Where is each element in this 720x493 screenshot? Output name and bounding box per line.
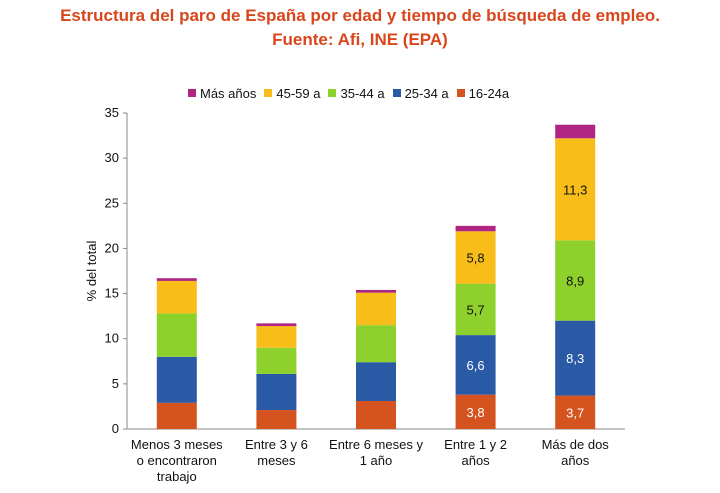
y-tick-label: 30 — [105, 150, 119, 165]
bar-segment — [356, 401, 396, 429]
legend-swatch — [328, 89, 337, 97]
bar-segment — [156, 278, 197, 281]
legend-swatch — [456, 89, 465, 97]
bar-segment — [256, 326, 297, 348]
bar-segment — [356, 292, 396, 326]
x-tick-label: Más de dos años — [542, 437, 610, 468]
x-tick-label: Menos 3 meses o encontraron trabajo — [131, 437, 223, 484]
bar-segment — [256, 323, 297, 327]
bar-segment — [256, 373, 297, 411]
legend-label: 35-44 a — [340, 85, 385, 101]
legend-item: 35-44 a — [328, 85, 385, 101]
bar-segment — [555, 138, 596, 241]
y-tick-label: 35 — [105, 105, 119, 120]
bar-segment — [455, 283, 496, 336]
title-line-1: Estructura del paro de España por edad y… — [60, 6, 660, 25]
bar-segment — [356, 325, 396, 363]
bar-segment — [455, 225, 496, 232]
legend-label: 45-59 a — [276, 85, 321, 101]
x-tick-label: Entre 3 y 6 meses — [245, 437, 308, 468]
bar-segment — [156, 313, 197, 357]
bar-segment — [555, 240, 596, 321]
data-label: 5,8 — [467, 250, 485, 265]
bar-segment — [455, 231, 496, 284]
data-label: 3,8 — [467, 405, 485, 420]
chart-legend: Más años 45-59 a 35-44 a 25-34 a 16-24a — [188, 84, 668, 102]
bar-segment — [455, 335, 496, 395]
legend-label: 16-24a — [468, 85, 510, 101]
title-line-2: Fuente: Afi, INE (EPA) — [272, 30, 448, 49]
x-tick-label: Entre 1 y 2 años — [444, 437, 507, 468]
data-label: 8,3 — [566, 351, 584, 366]
legend-swatch — [188, 89, 196, 97]
y-tick-label: 15 — [105, 286, 119, 301]
y-axis-label: % del total — [84, 241, 99, 302]
legend-item: 45-59 a — [264, 86, 320, 101]
data-label: 3,7 — [566, 405, 584, 420]
bar-segment — [156, 356, 197, 403]
bar-segment — [555, 320, 596, 396]
legend-item: Más años — [188, 86, 256, 101]
y-tick-label: 0 — [112, 421, 119, 436]
y-tick-label: 10 — [105, 331, 119, 346]
data-label: 6,6 — [467, 358, 485, 373]
bar-segment — [455, 394, 496, 429]
bar-segment — [256, 410, 297, 429]
bar-segment — [555, 395, 596, 429]
y-tick-label: 20 — [105, 240, 119, 255]
bar-segment — [356, 362, 396, 402]
data-label: 11,3 — [563, 182, 587, 197]
bar-segment — [156, 402, 197, 429]
bar-segment — [256, 347, 297, 374]
y-tick-label: 5 — [112, 376, 119, 391]
bar-segment — [356, 289, 396, 293]
data-label: 5,7 — [467, 302, 485, 317]
y-tick-label: 25 — [105, 195, 119, 210]
bar-segment — [156, 280, 197, 314]
bar-segment — [555, 124, 596, 139]
legend-label: 25-34 a — [404, 85, 449, 101]
legend-swatch — [264, 89, 273, 97]
legend-item: 16-24a — [456, 85, 510, 101]
chart-title: Estructura del paro de España por edad y… — [0, 4, 720, 52]
legend-swatch — [392, 89, 401, 97]
legend-label: Más años — [200, 85, 257, 101]
data-label: 8,9 — [566, 273, 584, 288]
legend-item: 25-34 a — [392, 85, 449, 101]
